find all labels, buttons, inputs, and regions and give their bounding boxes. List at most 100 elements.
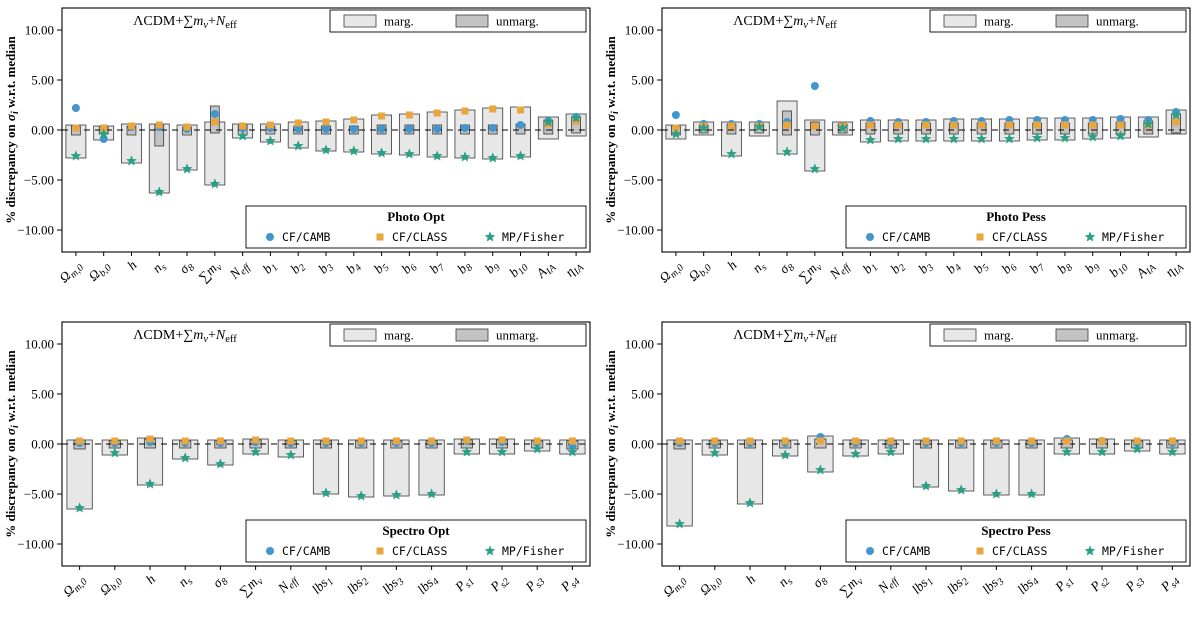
legend-marg-label: marg.	[984, 328, 1014, 343]
mp-fisher-marker	[865, 134, 876, 145]
mp-fisher-marker	[1031, 132, 1043, 143]
legend-square-marker	[376, 233, 384, 241]
y-tick-label: −10.00	[617, 537, 654, 552]
series-legend-label: MP/Fisher	[1102, 230, 1164, 244]
mp-fisher-marker	[126, 155, 137, 166]
x-category-label: lbs1	[309, 572, 336, 599]
marg-bar	[383, 439, 410, 497]
photo-pess-chart: 10.00 5.00 0.00 −5.00 −10.00 Ωm,0 Ωb,0 h ns σ8∑mν…	[603, 7, 1191, 288]
series-legend-box	[845, 205, 1187, 249]
series-legend-label: CF/CAMB	[282, 544, 331, 558]
x-category-label: Ps2	[1087, 572, 1113, 598]
cf-class-marker	[992, 437, 1000, 445]
marg-bar	[666, 439, 693, 527]
x-category-label: Neff	[874, 571, 902, 599]
mp-fisher-marker	[355, 490, 367, 501]
cf-class-marker	[746, 437, 754, 445]
legend-marg-label: marg.	[984, 14, 1014, 29]
mp-fisher-marker	[237, 130, 248, 141]
mp-fisher-marker	[1087, 131, 1099, 142]
cf-class-marker	[811, 122, 819, 130]
mp-fisher-marker	[153, 186, 165, 197]
mp-fisher-marker	[109, 447, 121, 458]
cf-class-marker	[239, 122, 247, 130]
mp-fisher-marker	[98, 128, 110, 139]
y-tick-label: −10.00	[617, 223, 654, 238]
panel-photo-pess: 10.00 5.00 0.00 −5.00 −10.00 Ωm,0 Ωb,0 h ns σ8 ∑mν…	[600, 0, 1200, 314]
mp-fisher-marker	[991, 488, 1002, 499]
cf-class-marker	[111, 437, 119, 445]
y-tick-label: 5.00	[631, 387, 654, 402]
x-category-label: Neff	[826, 257, 854, 285]
x-category-label: ns	[149, 257, 169, 277]
cf-class-marker	[783, 121, 791, 129]
mp-fisher-marker	[567, 446, 578, 457]
cf-class-marker	[922, 121, 930, 129]
y-tick-label: 5.00	[31, 73, 54, 88]
y-tick-label: −5.00	[24, 487, 54, 502]
legend-marg-label: marg.	[384, 328, 414, 343]
cf-class-marker	[816, 437, 824, 445]
cf-camb-marker	[71, 104, 80, 112]
legend-circle-marker	[266, 233, 274, 241]
model-label: ΛCDM+∑mν+Neff	[133, 14, 237, 31]
series-legend-title: Photo Opt	[387, 209, 445, 224]
cf-class-marker	[489, 105, 497, 113]
mp-fisher-marker	[1096, 446, 1108, 457]
x-category-label: h	[124, 257, 140, 273]
cf-class-marker	[1098, 437, 1106, 445]
cf-class-marker	[433, 109, 441, 117]
cf-class-marker	[72, 124, 80, 132]
x-category-label: b5	[371, 258, 392, 279]
cf-class-marker	[461, 107, 469, 115]
x-category-label: Ωm,0	[656, 258, 686, 288]
cf-class-marker	[957, 437, 965, 445]
legend-star-marker	[484, 545, 496, 556]
mp-fisher-marker	[391, 489, 402, 500]
cf-class-marker	[1033, 121, 1041, 129]
cf-class-marker	[155, 121, 163, 129]
legend-marg-swatch	[343, 14, 377, 28]
cf-camb-marker	[671, 111, 680, 119]
series-legend-label: MP/Fisher	[502, 544, 564, 558]
cf-class-marker	[1133, 437, 1141, 445]
x-category-label: σ8	[776, 258, 797, 279]
x-category-label: ns	[175, 571, 195, 591]
mp-fisher-marker	[209, 178, 221, 189]
mp-fisher-marker	[837, 122, 848, 133]
cf-class-marker	[1172, 118, 1180, 126]
x-category-label: ηIA	[1162, 257, 1187, 282]
series-legend-box	[245, 205, 587, 249]
x-category-label: lbs1	[909, 572, 936, 599]
x-category-label: ∑mν	[836, 571, 866, 601]
y-tick-label: 0.00	[31, 123, 54, 138]
cf-camb-marker	[516, 121, 525, 129]
x-category-label: Neff	[226, 257, 254, 285]
series-legend-label: CF/CAMB	[882, 544, 931, 558]
series-legend-title: Photo Pess	[986, 209, 1046, 224]
cf-camb-marker	[294, 125, 303, 133]
series-legend-box	[845, 519, 1187, 563]
legend-marg-label: marg.	[384, 14, 414, 29]
legend-unmarg-label: unmarg.	[1096, 328, 1139, 343]
mp-fisher-marker	[1059, 132, 1071, 143]
panel-spectro-pess: 10.00 5.00 0.00 −5.00 −10.00 Ωm,0 Ωb,0 h ns σ8 ∑mν…	[600, 314, 1200, 628]
cf-class-marker	[568, 437, 576, 445]
mp-fisher-marker	[74, 502, 85, 513]
cf-class-marker	[287, 437, 295, 445]
cf-camb-marker	[377, 125, 386, 133]
spectro-pess-chart: 10.00 5.00 0.00 −5.00 −10.00 Ωm,0 Ωb,0 h ns σ8 ∑mν…	[603, 321, 1191, 601]
x-category-label: Ps3	[522, 572, 548, 598]
cf-class-marker	[1089, 121, 1097, 129]
y-tick-label: −5.00	[624, 487, 654, 502]
photo-opt-chart: 10.00 5.00 0.00 −5.00 −10.00 Ωm,0 Ωb,0 h ns σ8∑mν…	[3, 7, 591, 285]
mp-fisher-marker	[404, 148, 415, 159]
cf-camb-marker	[322, 125, 330, 133]
y-axis-label: % discrepancy on σi w.r.t. median	[3, 349, 21, 537]
cf-class-marker	[100, 124, 108, 132]
y-tick-label: −5.00	[624, 173, 654, 188]
x-category-label: Ps4	[1157, 572, 1183, 598]
y-tick-label: 10.00	[25, 337, 54, 352]
x-category-label: Ωm,0	[60, 572, 90, 602]
cf-camb-marker	[460, 124, 469, 132]
